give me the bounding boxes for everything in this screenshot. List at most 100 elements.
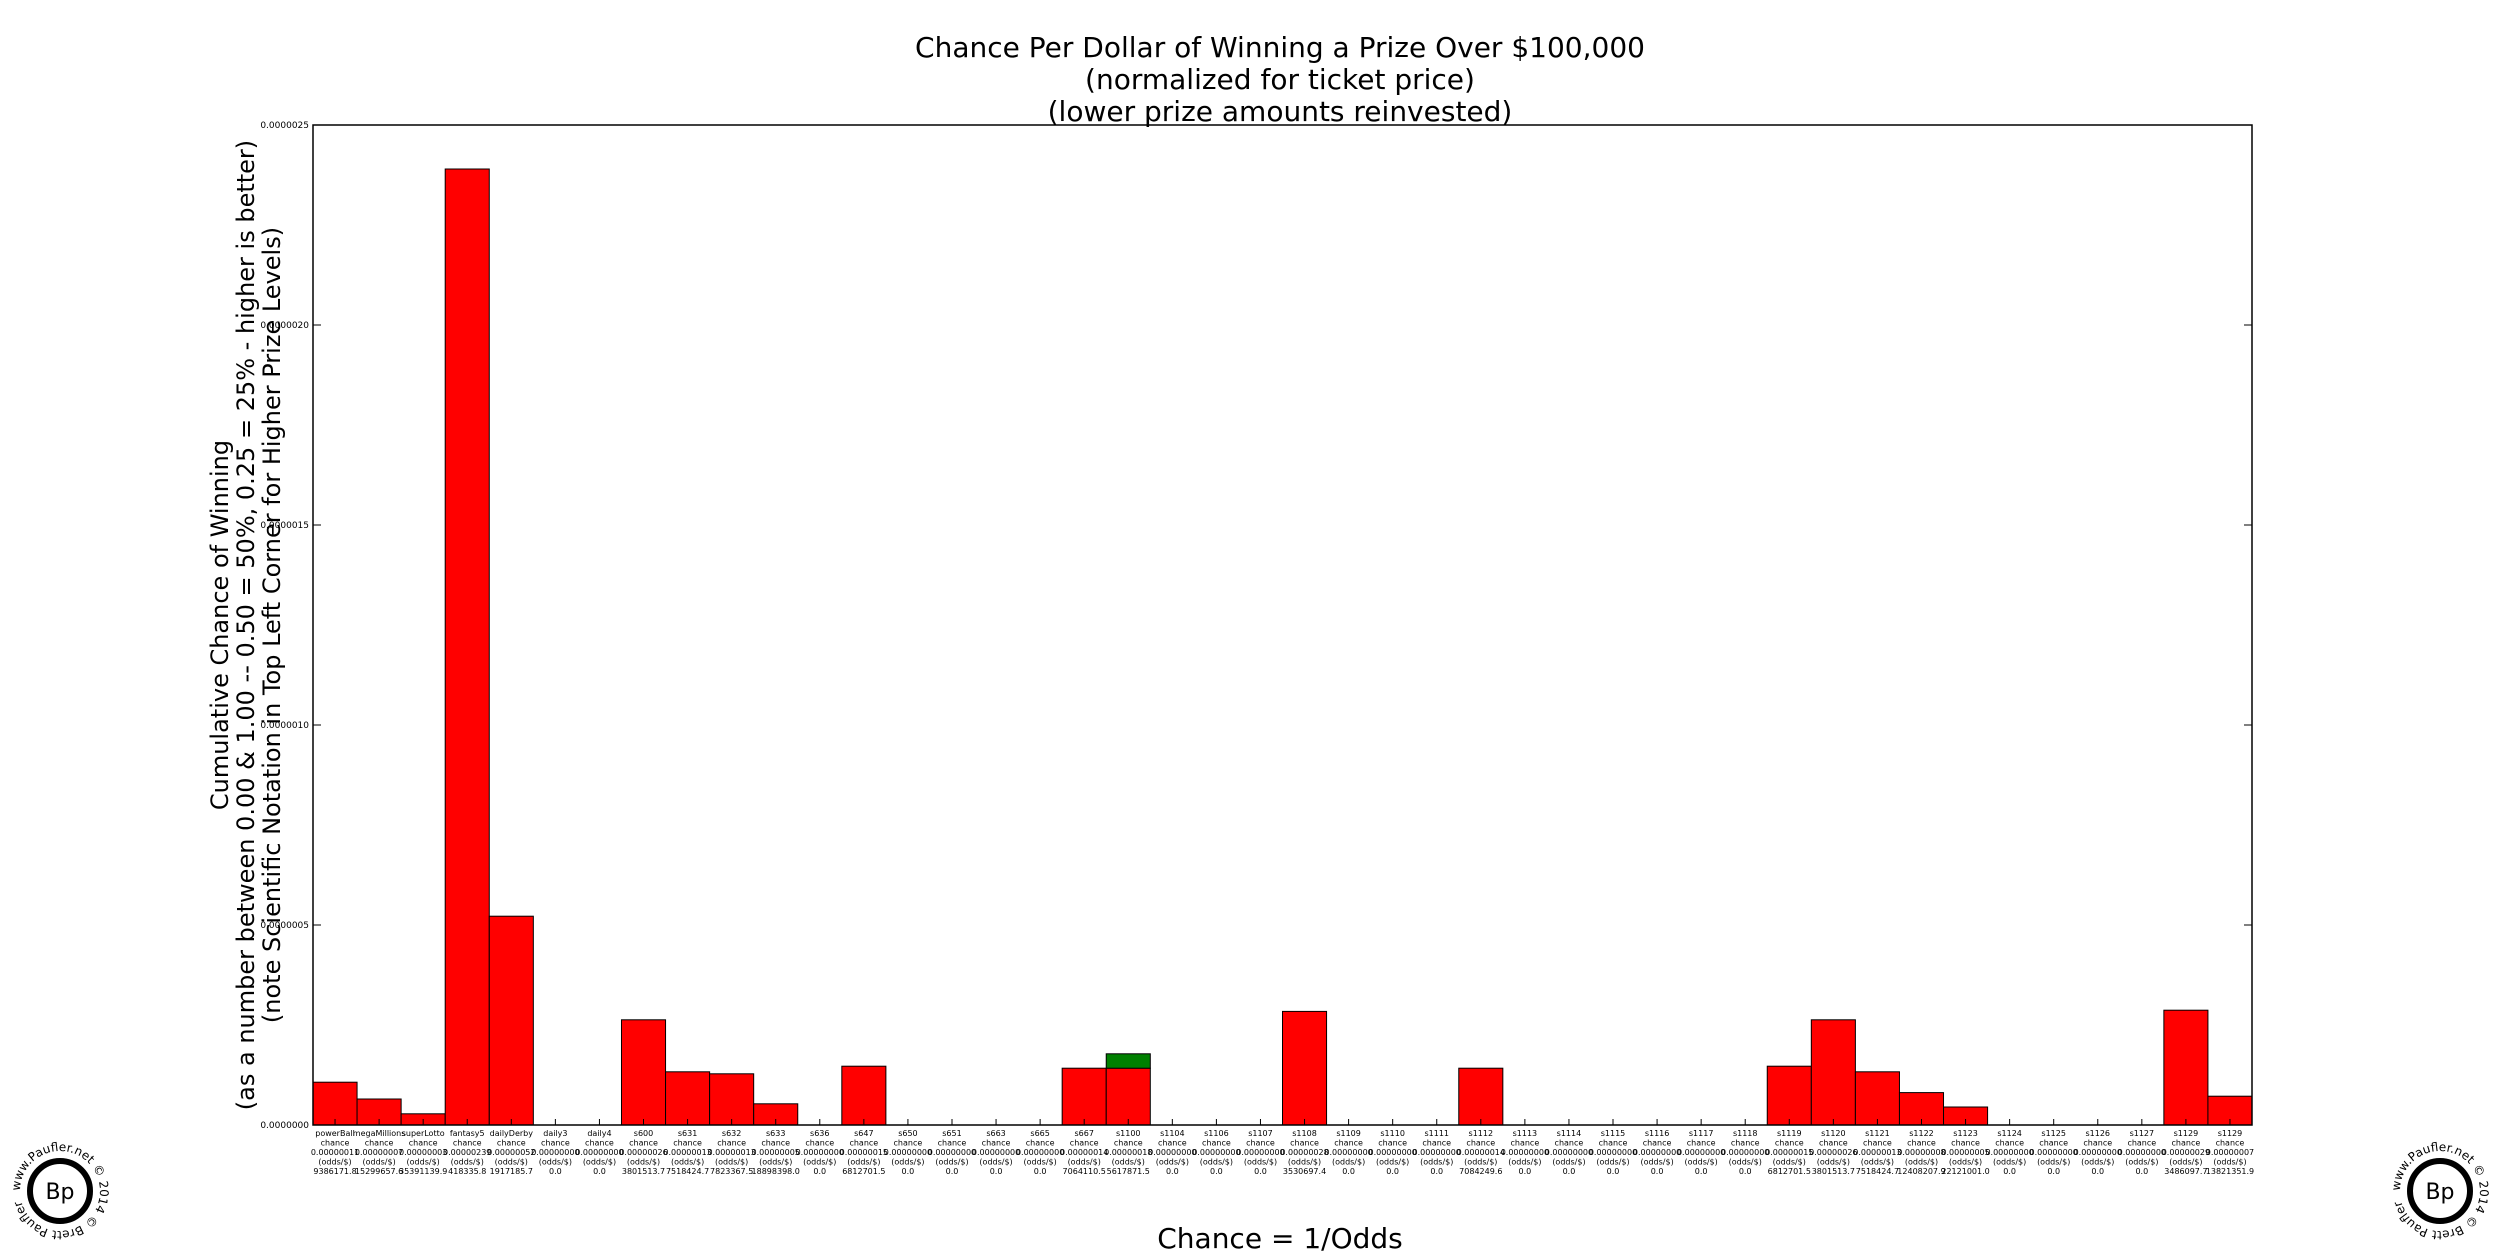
x-tick-label-line: daily4	[587, 1129, 611, 1138]
x-tick-label-line: 9386171.8	[313, 1167, 356, 1176]
x-tick-label-line: 3486097.7	[2164, 1167, 2207, 1176]
y-tick-label: 0.0000000	[260, 1121, 309, 1131]
x-tick-label-line: chance	[1863, 1139, 1892, 1148]
x-tick-label-line: 0.00000000	[1545, 1148, 1593, 1157]
x-tick-label-line: chance	[1731, 1139, 1760, 1148]
x-tick-label-line: 0.00000000	[1236, 1148, 1284, 1157]
x-tick-label-line: 418335.8	[448, 1167, 486, 1176]
x-tick-label-line: s1116	[1645, 1129, 1670, 1138]
x-tick-label-line: chance	[321, 1139, 350, 1148]
x-tick-label-line: superLotto	[402, 1129, 445, 1138]
x-tick-label-line: (odds/$)	[847, 1158, 880, 1167]
x-tick-label-line: 0.00000000	[2030, 1148, 2078, 1157]
x-tick-label-line: 22121001.0	[1941, 1167, 1989, 1176]
x-tick-label-line: s1117	[1689, 1129, 1714, 1138]
x-tick-label-line: 7084249.6	[1459, 1167, 1502, 1176]
x-tick-label-line: chance	[1995, 1139, 2024, 1148]
chart-title-line-2: (normalized for ticket price)	[1085, 63, 1475, 96]
x-tick-label-line: s1107	[1248, 1129, 1273, 1138]
x-tick-label-line: chance	[1422, 1139, 1451, 1148]
plot-frame	[312, 124, 2253, 1126]
x-tick-label-line: 0.00000007	[2206, 1148, 2254, 1157]
y-tick-label: 0.0000005	[260, 921, 309, 931]
x-tick-label-line: 0.00000000	[1633, 1148, 1681, 1157]
x-tick-label-line: (odds/$)	[759, 1158, 792, 1167]
x-tick-label-line: (odds/$)	[1729, 1158, 1762, 1167]
x-tick-label-line: (odds/$)	[495, 1158, 528, 1167]
x-tick-label-line: 13821351.9	[2206, 1167, 2254, 1176]
x-tick-label-line: chance	[1114, 1139, 1143, 1148]
x-tick-label-line: chance	[629, 1139, 658, 1148]
x-tick-label-line: s633	[766, 1129, 785, 1138]
x-axis-label: Chance = 1/Odds	[1157, 1222, 1403, 1255]
x-tick-label-line: 0.0	[1210, 1167, 1223, 1176]
x-tick-label-line: s1115	[1601, 1129, 1626, 1138]
x-tick-label-line: chance	[2216, 1139, 2245, 1148]
x-tick-label-line: chance	[1202, 1139, 1231, 1148]
y-axis-label-line-2: (as a number between 0.00 & 1.00 -- 0.50…	[232, 139, 260, 1111]
x-tick-label-line: 0.0	[1254, 1167, 1267, 1176]
x-tick-label-line: 7823367.5	[710, 1167, 753, 1176]
x-tick-label-line: 0.0	[990, 1167, 1003, 1176]
y-tick-label: 0.0000015	[260, 521, 309, 531]
x-tick-label-line: s1129	[2218, 1129, 2243, 1138]
x-tick-label-line: chance	[497, 1139, 526, 1148]
x-tick-label-line: (odds/$)	[1156, 1158, 1189, 1167]
x-tick-label-line: chance	[453, 1139, 482, 1148]
x-tick-label-line: s667	[1074, 1129, 1093, 1138]
x-tick-label-line: chance	[1378, 1139, 1407, 1148]
x-tick-label-line: 0.00000000	[1501, 1148, 1549, 1157]
x-tick-label-line: (odds/$)	[1861, 1158, 1894, 1167]
x-tick-label-line: (odds/$)	[407, 1158, 440, 1167]
x-tick-label-line: (odds/$)	[1949, 1158, 1982, 1167]
x-tick-label-line: chance	[1246, 1139, 1275, 1148]
x-tick-label-line: 7518424.7	[666, 1167, 709, 1176]
x-tick-label-line: 0.0	[813, 1167, 826, 1176]
x-tick-label-line: 0.00000000	[884, 1148, 932, 1157]
bar-highlight-s1100	[1105, 1053, 1151, 1069]
x-tick-label-line: (odds/$)	[627, 1158, 660, 1167]
x-tick-label-line: (odds/$)	[1288, 1158, 1321, 1167]
x-tick-label-line: 0.00000013	[663, 1148, 711, 1157]
x-tick-label-line: 3530697.4	[1283, 1167, 1326, 1176]
x-tick-label-line: (odds/$)	[1817, 1158, 1850, 1167]
x-tick-label-line: 3801513.7	[1812, 1167, 1855, 1176]
x-tick-label-line: 0.0	[2047, 1167, 2060, 1176]
x-tick-label-line: 15299657.6	[355, 1167, 403, 1176]
x-tick-label-line: 6812701.5	[842, 1167, 885, 1176]
x-tick-label-line: s1124	[1997, 1129, 2022, 1138]
x-tick-label-line: 0.00000000	[1016, 1148, 1064, 1157]
x-tick-label-line: 0.00000000	[2118, 1148, 2166, 1157]
x-tick-label-line: 0.00000018	[1104, 1148, 1152, 1157]
x-tick-label-line: 0.00000000	[1589, 1148, 1637, 1157]
x-tick-label-line: (odds/$)	[1993, 1158, 2026, 1167]
x-tick-label-line: chance	[1334, 1139, 1363, 1148]
x-tick-label-line: 1917185.7	[490, 1167, 533, 1176]
bar-s1120	[1810, 1019, 1856, 1126]
x-tick-label-line: (odds/$)	[1024, 1158, 1057, 1167]
x-tick-label-line: (odds/$)	[979, 1158, 1012, 1167]
x-tick-label-line: 0.0	[1342, 1167, 1355, 1176]
x-tick-label-line: 0.00000029	[2162, 1148, 2210, 1157]
x-tick-label-line: 0.00000005	[1941, 1148, 1989, 1157]
bar-fantasy5	[444, 168, 490, 1126]
x-tick-label-line: chance	[2127, 1139, 2156, 1148]
x-tick-label-line: 0.00000013	[707, 1148, 755, 1157]
x-tick-label-line: s1111	[1424, 1129, 1449, 1138]
x-tick-label-line: 0.00000008	[1897, 1148, 1945, 1157]
x-tick-label-line: s1120	[1821, 1129, 1846, 1138]
x-tick-label-line: 5617871.5	[1107, 1167, 1150, 1176]
x-tick-label-line: (odds/$)	[1773, 1158, 1806, 1167]
